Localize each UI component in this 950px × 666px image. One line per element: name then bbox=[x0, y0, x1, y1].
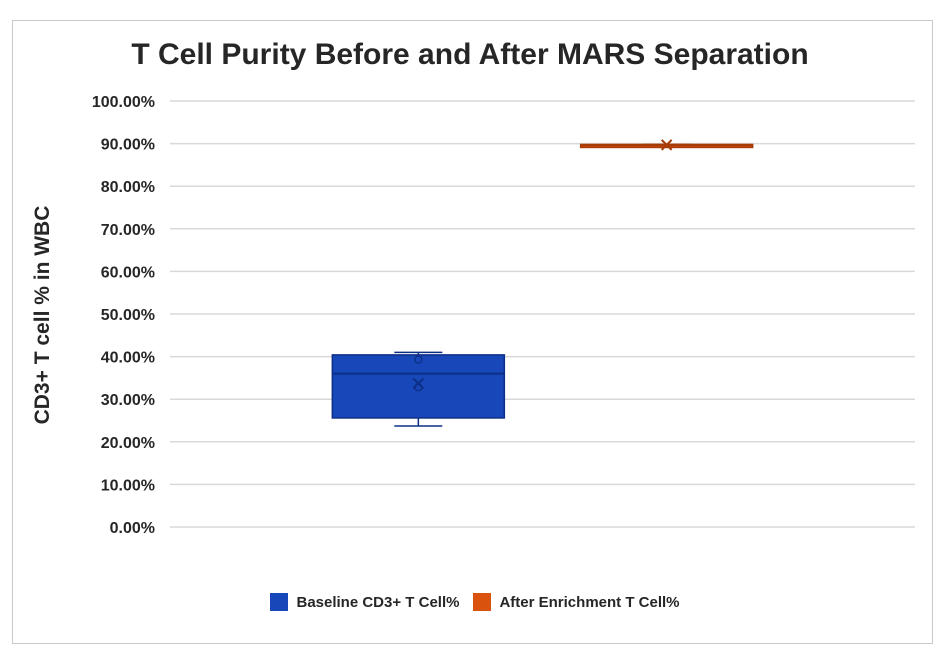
mean-marker bbox=[660, 139, 673, 151]
data-point bbox=[414, 355, 423, 364]
y-tick-label: 50.00% bbox=[101, 307, 155, 324]
data-point bbox=[414, 383, 423, 392]
y-tick-label: 0.00% bbox=[110, 520, 155, 537]
y-tick-label: 60.00% bbox=[101, 264, 155, 281]
y-tick-label: 90.00% bbox=[101, 137, 155, 154]
y-tick-labels: 0.00% 10.00% 20.00% 30.00% 40.00% 50.00% 60.00… bbox=[92, 94, 155, 537]
legend: Baseline CD3+ T Cell% After Enrichment T… bbox=[0, 593, 950, 611]
legend-item-after-enrichment: After Enrichment T Cell% bbox=[473, 593, 680, 611]
y-tick-label: 20.00% bbox=[101, 435, 155, 452]
grid-lines bbox=[170, 100, 915, 528]
chart-title: T Cell Purity Before and After MARS Sepa… bbox=[131, 38, 809, 71]
legend-swatch-baseline bbox=[270, 593, 289, 611]
y-tick-label: 80.00% bbox=[101, 179, 155, 196]
legend-label-after-enrichment: After Enrichment T Cell% bbox=[499, 593, 680, 611]
box-after-enrichment bbox=[579, 139, 754, 151]
y-tick-label: 70.00% bbox=[101, 222, 155, 239]
y-tick-label: 40.00% bbox=[101, 350, 155, 367]
legend-label-baseline: Baseline CD3+ T Cell% bbox=[296, 593, 460, 611]
y-tick-label: 30.00% bbox=[101, 392, 155, 409]
legend-item-baseline: Baseline CD3+ T Cell% bbox=[270, 593, 459, 611]
iqr-box bbox=[331, 354, 506, 419]
legend-swatch-after-enrichment bbox=[473, 593, 492, 611]
chart-frame bbox=[12, 20, 933, 644]
y-tick-label: 100.00% bbox=[92, 94, 155, 111]
box-baseline bbox=[331, 351, 506, 427]
y-tick-label: 10.00% bbox=[101, 477, 155, 494]
box-plots bbox=[331, 139, 754, 427]
